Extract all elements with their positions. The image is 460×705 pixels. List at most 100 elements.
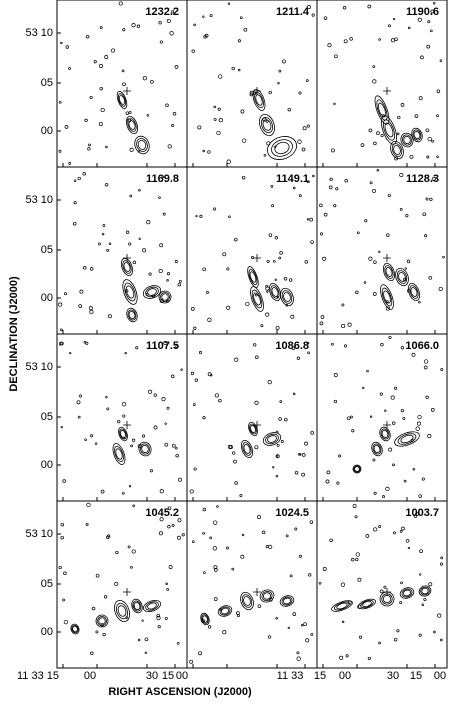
noise-contour xyxy=(60,41,63,45)
emission-contour xyxy=(124,282,136,302)
noise-contour xyxy=(267,380,272,385)
noise-contour xyxy=(207,625,212,629)
emission-contour xyxy=(141,444,149,454)
noise-contour xyxy=(222,252,227,257)
emission-contour xyxy=(122,260,132,274)
noise-contour xyxy=(128,242,132,246)
noise-contour xyxy=(99,26,103,30)
emission-contour xyxy=(118,95,126,105)
noise-contour xyxy=(125,230,130,234)
noise-contour xyxy=(294,470,299,475)
noise-contour xyxy=(308,573,312,577)
noise-contour xyxy=(239,494,243,498)
noise-contour xyxy=(279,251,283,255)
noise-contour xyxy=(171,10,175,14)
noise-contour xyxy=(400,581,403,585)
emission-contour xyxy=(384,265,394,279)
emission-contour xyxy=(201,614,209,624)
emission-contour xyxy=(382,262,396,282)
x-tick-label: 15 xyxy=(314,670,326,682)
emission-contour xyxy=(334,601,350,611)
noise-contour xyxy=(77,415,81,419)
noise-contour xyxy=(437,613,442,618)
noise-contour xyxy=(426,44,431,49)
noise-contour xyxy=(328,185,333,190)
emission-contour xyxy=(127,118,137,132)
noise-contour xyxy=(428,582,433,587)
noise-contour xyxy=(354,515,358,519)
noise-contour xyxy=(146,220,151,225)
y-tick-label: 05 xyxy=(41,411,53,423)
noise-contour xyxy=(138,237,141,240)
noise-contour xyxy=(103,595,108,599)
emission-contour xyxy=(281,290,293,304)
noise-contour xyxy=(94,442,98,445)
velocity-label: 1232.2 xyxy=(145,6,179,18)
emission-contour xyxy=(282,597,292,605)
noise-contour xyxy=(392,17,396,21)
noise-contour xyxy=(195,214,198,218)
noise-contour xyxy=(141,434,146,438)
noise-contour xyxy=(333,204,337,208)
noise-contour xyxy=(380,343,384,347)
noise-contour xyxy=(292,186,296,190)
noise-contour xyxy=(226,305,231,310)
noise-contour xyxy=(237,68,241,72)
noise-contour xyxy=(342,6,347,10)
noise-contour xyxy=(336,481,340,485)
noise-contour xyxy=(121,402,127,407)
emission-contour xyxy=(259,113,275,137)
noise-contour xyxy=(132,260,137,265)
noise-contour xyxy=(233,459,237,464)
noise-contour xyxy=(311,13,315,17)
noise-contour xyxy=(372,458,376,462)
noise-contour xyxy=(376,168,380,172)
emission-contour xyxy=(219,606,231,616)
noise-contour xyxy=(104,182,109,187)
emission-contour xyxy=(140,443,150,455)
noise-contour xyxy=(340,582,346,587)
noise-contour xyxy=(99,64,103,68)
noise-contour xyxy=(275,454,280,459)
noise-contour xyxy=(128,485,132,488)
panel: 1045.2 53 10 05 00 xyxy=(25,500,188,669)
noise-contour xyxy=(60,426,63,429)
noise-contour xyxy=(240,109,245,114)
noise-contour xyxy=(89,95,93,100)
emission-contour xyxy=(374,95,390,125)
noise-contour xyxy=(402,416,406,420)
noise-contour xyxy=(319,203,323,208)
emission-contour xyxy=(398,272,406,282)
noise-contour xyxy=(191,49,195,53)
noise-contour xyxy=(382,495,385,499)
noise-contour xyxy=(383,585,387,589)
noise-contour xyxy=(379,589,384,594)
noise-contour xyxy=(198,351,203,355)
noise-contour xyxy=(93,60,97,64)
velocity-label: 1066.0 xyxy=(405,340,439,352)
emission-contour xyxy=(72,625,78,633)
emission-contour xyxy=(118,426,128,442)
x-tick-label: 15 xyxy=(162,670,174,682)
noise-contour xyxy=(178,279,182,283)
emission-contour xyxy=(123,262,131,272)
noise-contour xyxy=(306,124,310,128)
center-cross xyxy=(123,87,131,95)
noise-contour xyxy=(418,494,422,498)
noise-contour xyxy=(100,107,105,113)
panel: 1024.5 xyxy=(186,500,318,669)
center-cross xyxy=(383,588,391,596)
noise-contour xyxy=(335,187,339,191)
noise-contour xyxy=(131,23,136,28)
noise-contour xyxy=(426,155,430,159)
noise-contour xyxy=(231,567,235,571)
emission-contour xyxy=(413,130,421,140)
noise-contour xyxy=(280,440,284,443)
panel: 1232.2 53 10 05 00 xyxy=(25,0,188,168)
noise-contour xyxy=(356,231,360,235)
noise-contour xyxy=(268,90,272,95)
noise-contour xyxy=(367,656,371,660)
emission-contour xyxy=(400,434,414,444)
noise-contour xyxy=(351,558,355,562)
emission-contour xyxy=(331,600,353,612)
